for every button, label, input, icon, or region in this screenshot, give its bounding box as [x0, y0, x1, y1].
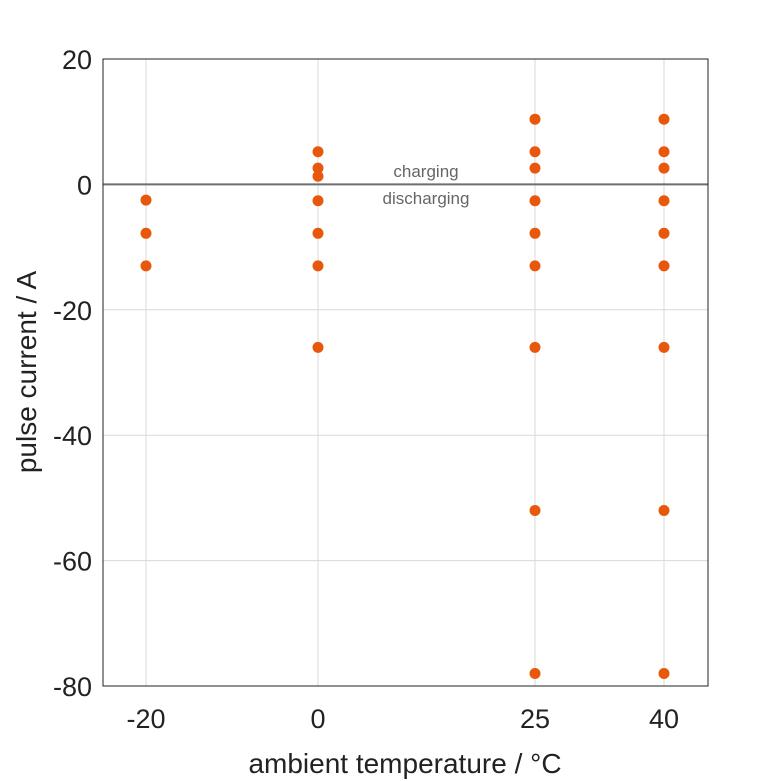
x-tick-label: 25	[520, 704, 550, 734]
data-point	[529, 227, 541, 239]
data-point	[312, 260, 324, 272]
discharging-annotation: discharging	[383, 189, 470, 208]
data-point	[529, 341, 541, 353]
data-point	[658, 162, 670, 174]
data-point	[658, 195, 670, 207]
data-points	[140, 113, 670, 679]
data-point	[658, 260, 670, 272]
plot-frame	[102, 58, 709, 687]
data-point	[529, 260, 541, 272]
data-point	[312, 195, 324, 207]
data-point	[529, 504, 541, 516]
data-point	[312, 227, 324, 239]
plot-background	[103, 59, 708, 686]
data-point	[658, 227, 670, 239]
x-tick-labels: -20 0 25 40	[126, 704, 679, 734]
y-tick-label: -40	[53, 421, 92, 451]
y-tick-label: -80	[53, 672, 92, 702]
data-point	[140, 227, 152, 239]
data-point	[529, 113, 541, 125]
data-point	[312, 146, 324, 158]
charging-annotation: charging	[393, 162, 458, 181]
data-point	[312, 170, 324, 182]
data-point	[658, 341, 670, 353]
y-tick-labels: 20 0 -20 -40 -60 -80	[53, 45, 92, 702]
data-point	[529, 667, 541, 679]
data-point	[529, 162, 541, 174]
data-point	[140, 260, 152, 272]
y-axis-label: pulse current / A	[11, 271, 42, 474]
data-point	[529, 146, 541, 158]
y-tick-label: -20	[53, 296, 92, 326]
x-axis-label: ambient temperature / °C	[248, 748, 561, 779]
data-point	[658, 113, 670, 125]
data-point	[312, 162, 324, 174]
data-point	[658, 667, 670, 679]
y-tick-label: 0	[77, 170, 92, 200]
data-point	[140, 194, 152, 206]
data-point	[529, 195, 541, 207]
y-tick-label: -60	[53, 547, 92, 577]
y-tick-label: 20	[62, 45, 92, 75]
x-tick-label: 40	[649, 704, 679, 734]
data-point	[658, 146, 670, 158]
data-point	[658, 504, 670, 516]
x-tick-label: -20	[126, 704, 165, 734]
data-point	[312, 341, 324, 353]
x-tick-label: 0	[310, 704, 325, 734]
